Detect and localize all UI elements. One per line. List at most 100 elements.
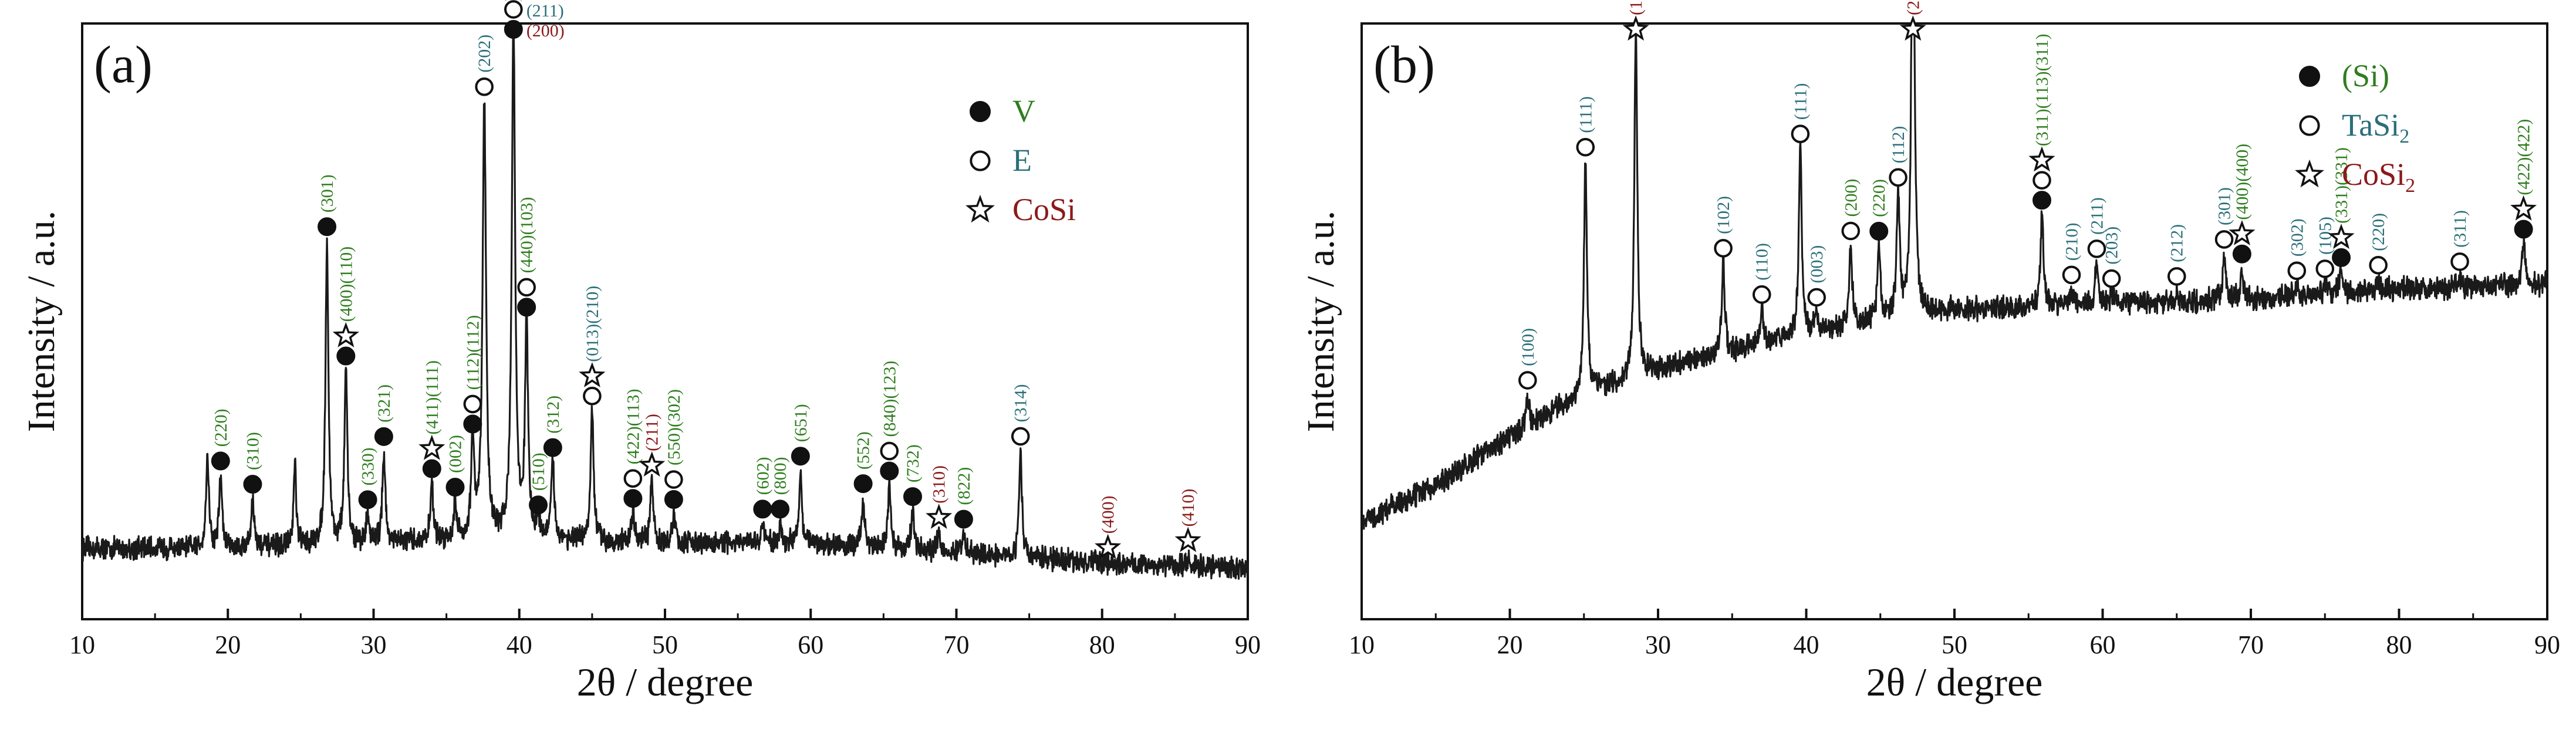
- panel-label: (a): [94, 36, 153, 94]
- x-tick-label: 30: [1645, 630, 1671, 659]
- peak-marker-filled-circle: [358, 490, 377, 509]
- peak-marker-open-circle: [463, 394, 482, 414]
- peak-label: (400)(110): [336, 247, 356, 322]
- peak-marker-filled-circle: [504, 20, 523, 39]
- peak-label: (111): [1791, 83, 1810, 120]
- peak-label: (013)(210): [583, 286, 602, 362]
- peak-label: (321): [374, 384, 394, 423]
- peak-label: (800): [771, 457, 790, 495]
- peak-marker-filled-circle: [422, 459, 441, 478]
- peak-marker-filled-circle: [664, 490, 683, 509]
- x-tick-label: 50: [652, 630, 678, 659]
- peak-label: (310): [930, 465, 949, 504]
- peak-label: (411)(111): [423, 360, 442, 435]
- peak-marker-open-circle: [517, 278, 536, 297]
- peak-marker-open-circle: [2287, 261, 2307, 281]
- peak-label: (410): [1179, 488, 1198, 526]
- legend-symbol-open-circle: [970, 150, 991, 171]
- peak-marker-open-circle: [1518, 371, 1537, 390]
- peak-label: (510): [529, 453, 548, 491]
- peak-marker-filled-circle: [2514, 220, 2533, 239]
- peak-marker-filled-circle: [771, 499, 790, 519]
- peak-label: (220): [2369, 213, 2388, 251]
- peak-label: (651): [791, 404, 811, 442]
- legend-subscript: 2: [2399, 126, 2409, 147]
- peak-marker-open-circle: [2033, 171, 2051, 190]
- peak-marker-filled-circle: [529, 495, 548, 515]
- peak-label: (431): [526, 0, 565, 1]
- peak-marker-open-circle: [664, 470, 683, 489]
- peak-marker-open-circle: [1807, 288, 1826, 307]
- peak-label: (210): [2062, 222, 2081, 261]
- peak-label: (102): [1714, 196, 1733, 234]
- peak-label: (311)(113)(311): [2033, 34, 2052, 147]
- peak-label: (002): [446, 435, 465, 473]
- peak-label: (111): [1626, 0, 1646, 15]
- spectrum-line: [81, 26, 1249, 580]
- x-axis-title: 2θ / degree: [1866, 660, 2043, 704]
- panel-b: 10 20 30 40 50 60 70 80 90 2θ / degree Intensity /…: [1299, 0, 2560, 704]
- x-tick-label: 60: [2090, 630, 2116, 659]
- peak-marker-open-circle: [2167, 267, 2186, 286]
- peak-label: (400): [1099, 495, 1118, 534]
- peak-marker-filled-circle: [2332, 248, 2351, 267]
- peak-marker-filled-circle: [243, 475, 262, 494]
- peak-label: (211): [643, 414, 662, 451]
- peak-label: (314): [1011, 384, 1031, 422]
- x-tick-label: 10: [1349, 630, 1375, 659]
- peak-label: (212): [2168, 224, 2187, 262]
- peak-marker-open-circle: [2087, 239, 2106, 258]
- peak-marker-filled-circle: [853, 474, 873, 494]
- peak-marker-filled-circle: [954, 509, 973, 529]
- x-tick-label: 80: [2386, 630, 2412, 659]
- peak-label: (211): [526, 1, 564, 21]
- legend-label: CoSi2: [2342, 157, 2415, 197]
- peak-marker-star: [926, 504, 953, 529]
- peak-label: (301): [2215, 187, 2234, 225]
- legend-symbol-open-circle: [2299, 115, 2320, 136]
- x-tick-label: 40: [1794, 630, 1819, 659]
- x-tick-label: 60: [798, 630, 823, 659]
- peak-marker-open-circle: [1791, 124, 1810, 144]
- peak-marker-open-circle: [1714, 239, 1733, 258]
- peak-marker-open-circle: [1889, 168, 1907, 187]
- peak-marker-filled-circle: [374, 427, 393, 446]
- peak-label: (732): [903, 444, 923, 482]
- peak-label: (840)(123): [880, 360, 899, 437]
- peak-marker-open-circle: [1752, 285, 1771, 304]
- peak-marker-star: [1899, 15, 1926, 41]
- peak-marker-filled-circle: [543, 438, 562, 457]
- peak-marker-open-circle: [475, 77, 494, 96]
- peak-marker-filled-circle: [903, 487, 923, 507]
- x-axis-title: 2θ / degree: [577, 660, 754, 704]
- peak-marker-star: [639, 451, 666, 477]
- peak-marker-star: [579, 362, 606, 387]
- legend-label: (Si): [2342, 58, 2389, 93]
- peak-label: (100): [1518, 328, 1538, 366]
- peak-label: (203): [2102, 227, 2122, 265]
- peak-marker-filled-circle: [1869, 221, 1889, 241]
- peak-label: (211): [2087, 197, 2106, 235]
- peak-label: (202): [475, 35, 494, 73]
- peak-label: (422)(422): [2514, 119, 2534, 195]
- peak-label: (112): [1889, 126, 1908, 163]
- peak-marker-filled-circle: [318, 217, 337, 237]
- peak-marker-star: [332, 322, 359, 347]
- peak-marker-open-circle: [504, 0, 523, 19]
- peak-marker-filled-circle: [880, 461, 899, 481]
- peak-marker-filled-circle: [211, 451, 230, 471]
- legend-symbol-star: [965, 194, 995, 223]
- peak-label: (602): [753, 457, 772, 495]
- legend-symbol-filled-circle: [2299, 66, 2320, 87]
- peak-label: (110): [1753, 243, 1772, 281]
- peak-marker-filled-circle: [463, 414, 482, 434]
- legend-symbol-filled-circle: [970, 101, 991, 122]
- x-tick-label: 50: [1942, 630, 1967, 659]
- peak-label: (302): [2287, 218, 2307, 256]
- peak-label: (112)(112): [463, 315, 482, 390]
- peak-marker-star: [2229, 220, 2256, 245]
- peak-label: (822): [954, 467, 974, 505]
- panel-a: 10 20 30 40 50 60 70 80 90 2θ / degree Intensity /…: [20, 0, 1261, 704]
- x-tick-label: 90: [2534, 630, 2560, 659]
